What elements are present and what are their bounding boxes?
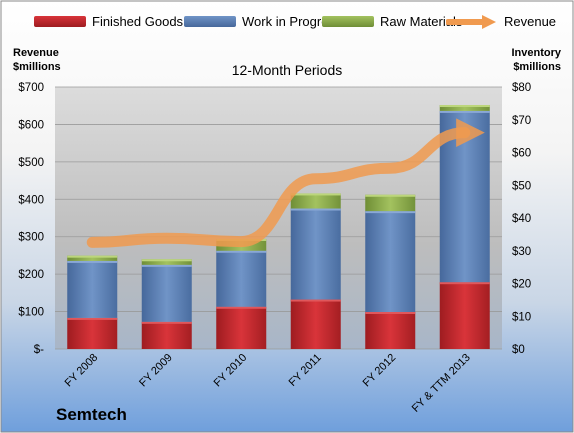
revenue-line	[86, 118, 485, 248]
left-axis-title-line2: $millions	[13, 61, 61, 73]
legend-revenue: Revenue	[446, 14, 556, 29]
left-tick-label: $100	[18, 307, 44, 319]
bar-finished-goods	[67, 317, 118, 349]
bar-work-in-progress	[365, 211, 416, 312]
legend-label-wip: Work in Progress	[242, 14, 342, 29]
right-tick-label: $60	[512, 148, 531, 160]
legend-finished-goods: Finished Goods	[34, 14, 183, 29]
legend: Finished Goods Work in Progress Raw Mate…	[0, 14, 574, 34]
bar-work-in-progress-top	[439, 110, 490, 113]
left-axis-title-line1: Revenue	[13, 47, 59, 59]
left-tick-label: $500	[18, 157, 44, 169]
left-tick-label: $-	[34, 344, 44, 356]
left-tick-label: $600	[18, 119, 44, 131]
bar-work-in-progress-top	[365, 211, 416, 214]
legend-arrow-icon	[446, 14, 496, 29]
bar-finished-goods	[439, 282, 490, 349]
left-tick-label: $200	[18, 269, 44, 281]
bar-work-in-progress-top	[141, 264, 192, 267]
right-axis-title: Inventory $millions	[511, 46, 561, 74]
bar-raw-materials	[365, 194, 416, 212]
bar-raw-materials	[141, 259, 192, 265]
right-axis-title-line1: Inventory	[511, 47, 561, 59]
bar-finished-goods	[216, 306, 267, 349]
legend-label-raw: Raw Materials	[380, 14, 463, 29]
right-axis-ticks: $0 $10 $20 $30 $40 $50 $60 $70 $80	[512, 82, 531, 356]
chart-subtitle: 12-Month Periods	[231, 62, 343, 78]
right-tick-label: $80	[512, 82, 531, 94]
bar-work-in-progress	[141, 264, 192, 322]
left-axis-ticks: $- $100 $200 $300 $400 $500 $600 $700	[18, 82, 44, 356]
legend-label-revenue: Revenue	[504, 14, 557, 29]
bar-finished-goods-top	[141, 321, 192, 324]
right-axis-title-line2: $millions	[513, 61, 561, 73]
bar-finished-goods-top	[67, 317, 118, 320]
bar-finished-goods-top	[216, 306, 267, 309]
bar-raw-materials-top	[67, 255, 118, 258]
bar-work-in-progress-top	[67, 260, 118, 263]
right-tick-label: $0	[512, 344, 525, 356]
left-axis-title: Revenue $millions	[13, 46, 61, 74]
bar-raw-materials-top	[365, 194, 416, 197]
bar-work-in-progress	[67, 260, 118, 318]
company-name: Semtech	[56, 405, 127, 424]
bar-finished-goods	[290, 299, 341, 349]
right-tick-label: $30	[512, 246, 531, 258]
bar-raw-materials-top	[290, 193, 341, 196]
legend-swatch-wip	[184, 16, 236, 27]
legend-swatch-raw	[322, 16, 374, 27]
right-tick-label: $40	[512, 213, 531, 225]
legend-raw-materials: Raw Materials	[322, 14, 462, 29]
left-tick-label: $300	[18, 232, 44, 244]
bar-finished-goods-top	[439, 282, 490, 285]
right-tick-label: $10	[512, 311, 531, 323]
bar-finished-goods	[365, 311, 416, 349]
bar-raw-materials-top	[439, 105, 490, 108]
right-tick-label: $70	[512, 115, 531, 127]
legend-label-finished: Finished Goods	[92, 14, 184, 29]
grid-lines	[55, 86, 502, 350]
bar-raw-materials	[290, 193, 341, 209]
bar-finished-goods-top	[365, 311, 416, 314]
bar-raw-materials	[439, 105, 490, 111]
right-tick-label: $50	[512, 180, 531, 192]
right-tick-label: $20	[512, 279, 531, 291]
bar-work-in-progress	[216, 250, 267, 307]
legend-swatch-finished	[34, 16, 86, 27]
bar-finished-goods-top	[290, 299, 341, 302]
bar-raw-materials-top	[141, 259, 192, 262]
bar-work-in-progress-top	[290, 208, 341, 211]
legend-work-in-progress: Work in Progress	[184, 14, 341, 29]
revenue-line-layer	[86, 118, 485, 248]
bar-raw-materials	[67, 255, 118, 261]
bar-work-in-progress-top	[216, 250, 267, 253]
bar-work-in-progress	[290, 208, 341, 300]
left-tick-label: $700	[18, 82, 44, 94]
left-tick-label: $400	[18, 194, 44, 206]
bar-finished-goods	[141, 321, 192, 349]
